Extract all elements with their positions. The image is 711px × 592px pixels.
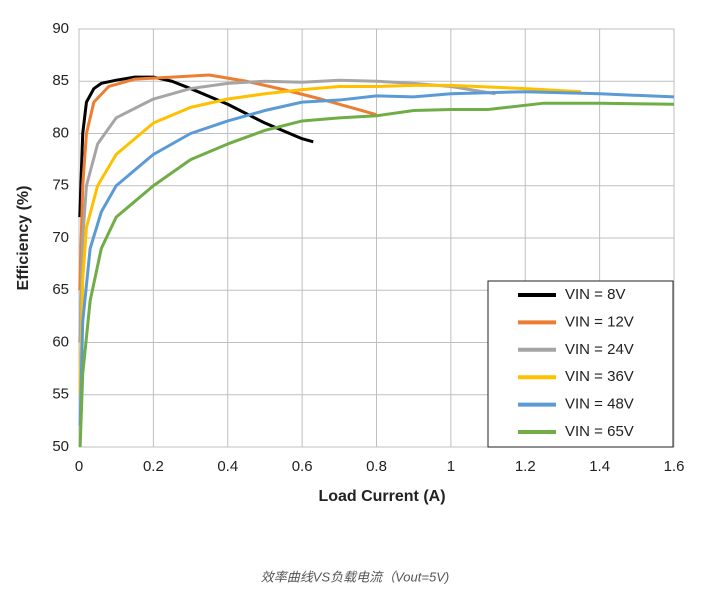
series-line [78,101,675,448]
y-tick-label: 75 [52,177,69,194]
y-tick-label: 70 [52,229,69,246]
x-tick-label: 1.4 [589,458,610,475]
legend-label: VIN = 36V [565,368,634,385]
series-line [78,90,675,427]
legend-label: VIN = 8V [565,286,625,303]
plot-border [78,28,675,448]
x-tick-label: 0.2 [143,458,164,475]
y-tick-label: 65 [52,281,69,298]
legend-label: VIN = 48V [565,396,634,413]
series-line [78,75,314,218]
series-line [78,78,496,343]
x-tick-label: 1.2 [515,458,536,475]
x-tick-label: 0.8 [366,458,387,475]
x-tick-label: 0 [75,458,83,475]
x-tick-label: 0.6 [292,458,313,475]
series-line [78,83,582,395]
y-tick-label: 85 [52,72,69,89]
y-tick-label: 55 [52,386,69,403]
y-tick-label: 80 [52,124,69,141]
caption: 效率曲线VS负载电流（Vout=5V) [261,569,449,584]
x-tick-label: 1.6 [664,458,685,475]
y-tick-label: 90 [52,20,69,37]
y-axis-label: Efficiency (%) [15,186,32,291]
y-tick-label: 60 [52,333,69,350]
legend-label: VIN = 24V [565,341,634,358]
x-tick-label: 1 [447,458,455,475]
y-tick-label: 50 [52,438,69,455]
legend-box [487,280,674,448]
series-line [78,73,377,291]
x-axis-label: Load Current (A) [318,488,445,505]
legend-label: VIN = 65V [565,423,634,440]
legend-label: VIN = 12V [565,313,634,330]
x-tick-label: 0.4 [217,458,238,475]
